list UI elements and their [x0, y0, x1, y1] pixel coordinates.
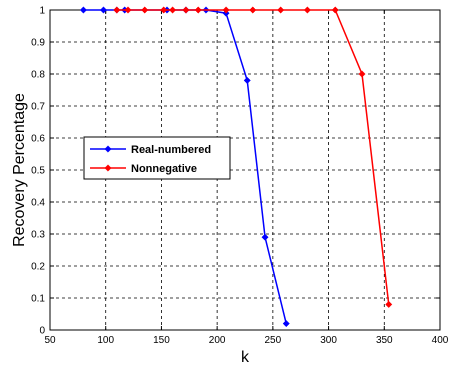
data-point — [141, 6, 149, 14]
legend-entry: Real-numbered — [90, 144, 211, 156]
y-tick-label: 0.8 — [31, 70, 45, 81]
x-tick-label: 50 — [44, 335, 56, 346]
data-point — [282, 320, 290, 328]
data-point — [99, 6, 108, 14]
data-point — [303, 6, 311, 14]
y-tick-label: 0.7 — [31, 102, 45, 113]
data-point — [194, 6, 202, 14]
legend-swatch-marker — [104, 164, 112, 172]
legend-label: Nonnegative — [131, 163, 197, 175]
data-point — [358, 70, 366, 78]
y-tick-label: 0.3 — [31, 230, 45, 241]
data-point — [222, 6, 230, 14]
x-tick-label: 200 — [209, 335, 226, 346]
legend: Real-numbered Nonnegative — [83, 136, 231, 180]
y-tick-label: 0 — [39, 326, 45, 337]
data-point — [249, 6, 257, 14]
data-point — [243, 76, 251, 84]
data-point — [261, 233, 269, 241]
x-tick-label: 100 — [97, 335, 114, 346]
legend-label: Real-numbered — [131, 144, 211, 156]
series-1 — [113, 6, 393, 308]
y-tick-label: 0.2 — [31, 262, 45, 273]
x-axis-label: k — [241, 349, 250, 366]
data-point — [385, 300, 393, 308]
y-tick-label: 0.6 — [31, 134, 45, 145]
data-point — [169, 6, 177, 14]
series-lines — [79, 6, 393, 328]
y-tick-label: 0.1 — [31, 294, 45, 305]
data-point — [79, 6, 87, 14]
legend-swatch-marker — [104, 145, 112, 153]
y-tick-label: 0.9 — [31, 38, 45, 49]
data-point — [113, 6, 121, 14]
x-tick-label: 350 — [376, 335, 393, 346]
legend-entry: Nonnegative — [90, 163, 197, 175]
x-tick-label: 250 — [265, 335, 282, 346]
data-point — [182, 6, 190, 14]
legend-box — [83, 136, 231, 180]
y-tick-label: 1 — [39, 6, 45, 17]
data-point — [124, 6, 132, 14]
y-axis-label: Recovery Percentage — [11, 93, 28, 247]
data-point — [331, 6, 339, 14]
y-tick-label: 0.4 — [31, 198, 45, 209]
data-point — [160, 6, 168, 14]
grid-lines — [50, 10, 440, 330]
x-tick-label: 400 — [432, 335, 449, 346]
data-point — [277, 6, 285, 14]
x-tick-label: 150 — [153, 335, 170, 346]
x-tick-label: 300 — [320, 335, 337, 346]
y-tick-label: 0.5 — [31, 166, 45, 177]
